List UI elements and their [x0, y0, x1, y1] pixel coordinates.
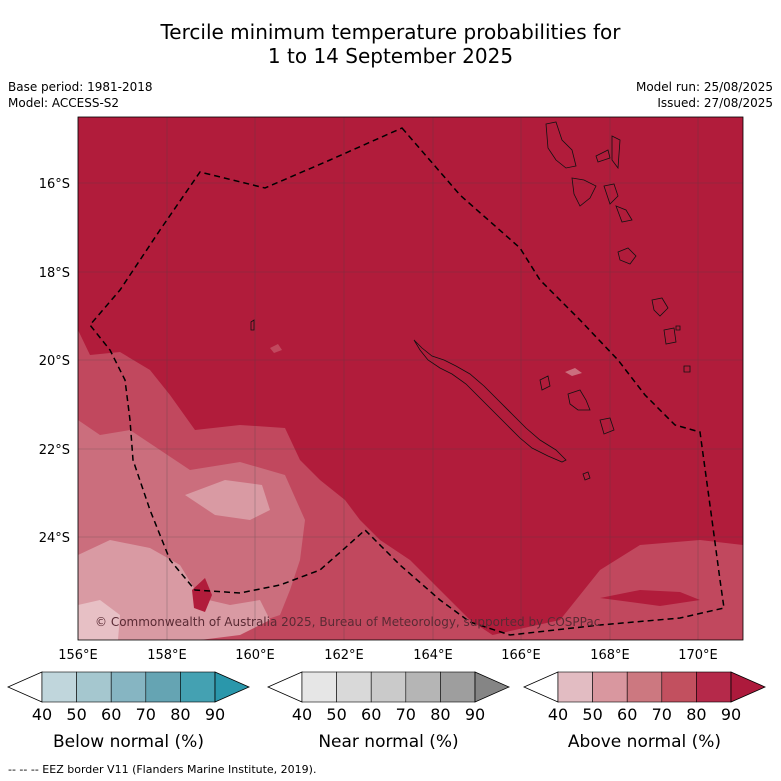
- colorbar-tick-label: 60: [617, 705, 637, 724]
- lon-label: 170°E: [678, 648, 718, 663]
- colorbar-tick-label: 70: [396, 705, 416, 724]
- field-above-70-east: [470, 540, 743, 640]
- vanuatu-efate: [617, 247, 637, 265]
- colorbar-segment: [180, 671, 216, 703]
- colorbar-tick-label: 80: [170, 705, 190, 724]
- graticule: [77, 117, 743, 640]
- colorbar-tick-label: 70: [652, 705, 672, 724]
- colorbar-max-arrow: [474, 671, 510, 703]
- colorbar-tick-label: 90: [721, 705, 741, 724]
- colorbar-max-arrow: [214, 671, 250, 703]
- colorbar-segment: [370, 671, 407, 703]
- colorbar-min-arrow: [267, 671, 303, 703]
- eez-border: [89, 127, 725, 636]
- colorbar-segment: [76, 671, 112, 703]
- map-frame: [77, 116, 744, 641]
- longitude-labels: 156°E 158°E 160°E 162°E 164°E 166°E 168°…: [58, 648, 718, 663]
- colorbar-tick-label: 60: [361, 705, 381, 724]
- lat-label: 24°S: [39, 531, 70, 546]
- lat-label: 16°S: [39, 177, 70, 192]
- field-above-50-inner: [185, 480, 270, 520]
- colorbar-segment: [557, 671, 593, 703]
- lat-label: 22°S: [39, 443, 70, 458]
- title-line-2: 1 to 14 September 2025: [267, 44, 514, 68]
- loyalty-islands: [539, 375, 615, 435]
- map-title: Tercile minimum temperature probabilitie…: [0, 20, 781, 68]
- field-patch-dark: [192, 578, 212, 612]
- base-period: Base period: 1981-2018: [8, 80, 153, 94]
- model-name: Model: ACCESS-S2: [8, 96, 120, 110]
- colorbar-tick-label: 40: [32, 705, 52, 724]
- colorbar-segment: [41, 671, 77, 703]
- lat-label: 18°S: [39, 266, 70, 281]
- colorbar-tick-label: 70: [136, 705, 156, 724]
- colorbar-1: 40 50 60 70 80 90 Near normal (%): [267, 671, 510, 752]
- meta-right: Model run: 25/08/2025 Issued: 27/08/2025: [636, 79, 773, 111]
- colorbar-tick-label: 90: [465, 705, 485, 724]
- colorbar-tick-label: 80: [686, 705, 706, 724]
- colorbar-segment: [405, 671, 441, 703]
- vanuatu-tanna: [651, 297, 677, 345]
- colorbar-segment: [696, 671, 732, 703]
- lon-label: 160°E: [235, 648, 275, 663]
- coastlines: [250, 121, 691, 481]
- colorbar-tick-label: 50: [582, 705, 602, 724]
- colorbar-tick-label: 50: [66, 705, 86, 724]
- colorbar-segment: [110, 671, 147, 703]
- latitude-labels: 16°S 18°S 20°S 22°S 24°S: [39, 177, 70, 546]
- new-caledonia-coast: [413, 339, 567, 463]
- lon-label: 168°E: [590, 648, 630, 663]
- colorbar-segment: [592, 671, 628, 703]
- colorbar-max-arrow: [730, 671, 766, 703]
- colorbar-segment: [145, 671, 181, 703]
- lon-label: 156°E: [58, 648, 98, 663]
- colorbar-min-arrow: [523, 671, 559, 703]
- field-above-40: [78, 600, 120, 640]
- colorbar-tick-label: 90: [205, 705, 225, 724]
- colorbar-title: Near normal (%): [318, 732, 458, 752]
- colorbar-tick-label: 60: [101, 705, 121, 724]
- chesterfield-islet: [250, 319, 255, 331]
- model-run: Model run: 25/08/2025: [635, 80, 773, 94]
- meta-left: Base period: 1981-2018 Model: ACCESS-S2: [8, 79, 153, 111]
- field-patch-small: [565, 368, 582, 376]
- vanuatu-south: [675, 325, 691, 373]
- colorbar-min-arrow: [7, 671, 43, 703]
- lon-label: 158°E: [147, 648, 187, 663]
- lon-label: 166°E: [501, 648, 541, 663]
- colorbar-tick-label: 50: [326, 705, 346, 724]
- colorbar-tick-label: 80: [430, 705, 450, 724]
- vanuatu-banks: [595, 135, 621, 170]
- small-islet: [582, 471, 591, 481]
- lon-label: 164°E: [413, 648, 453, 663]
- colorbar-segment: [440, 671, 476, 703]
- colorbar-segment: [336, 671, 372, 703]
- vanuatu-north: [545, 121, 577, 169]
- field-above-50: [78, 540, 270, 640]
- field-patch-small-2: [270, 344, 282, 353]
- colorbar-title: Above normal (%): [568, 732, 721, 752]
- field-patch-east: [600, 590, 700, 606]
- probability-field: [78, 117, 743, 640]
- colorbar-segment: [661, 671, 697, 703]
- lat-label: 20°S: [39, 354, 70, 369]
- colorbar-segment: [301, 671, 337, 703]
- colorbar-tick-label: 40: [548, 705, 568, 724]
- colorbar-title: Below normal (%): [53, 732, 204, 752]
- credit-text: © Commonwealth of Australia 2025, Bureau…: [95, 615, 600, 629]
- eez-legend-footer: -- -- -- EEZ border V11 (Flanders Marine…: [8, 763, 317, 776]
- vanuatu-espiritu: [571, 177, 597, 207]
- title-line-1: Tercile minimum temperature probabilitie…: [160, 20, 621, 44]
- colorbar-segment: [626, 671, 663, 703]
- vanuatu-mid: [603, 183, 633, 223]
- lon-label: 162°E: [324, 648, 364, 663]
- issued-date: Issued: 27/08/2025: [657, 96, 773, 110]
- colorbar-tick-label: 40: [292, 705, 312, 724]
